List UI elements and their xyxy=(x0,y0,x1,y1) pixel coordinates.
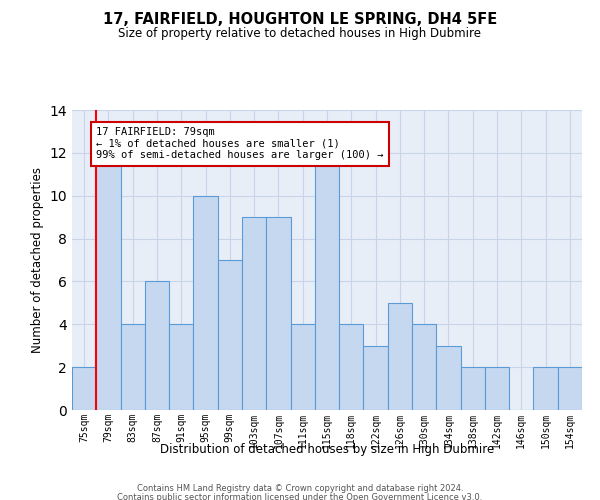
Bar xyxy=(485,367,509,410)
Bar xyxy=(364,346,388,410)
Bar xyxy=(388,303,412,410)
Bar xyxy=(436,346,461,410)
Bar xyxy=(72,367,96,410)
Bar xyxy=(412,324,436,410)
Bar xyxy=(193,196,218,410)
Bar xyxy=(339,324,364,410)
Bar xyxy=(290,324,315,410)
Y-axis label: Number of detached properties: Number of detached properties xyxy=(31,167,44,353)
Text: Distribution of detached houses by size in High Dubmire: Distribution of detached houses by size … xyxy=(160,442,494,456)
Bar xyxy=(461,367,485,410)
Bar xyxy=(558,367,582,410)
Bar xyxy=(266,217,290,410)
Bar xyxy=(145,282,169,410)
Bar xyxy=(533,367,558,410)
Bar xyxy=(121,324,145,410)
Text: Size of property relative to detached houses in High Dubmire: Size of property relative to detached ho… xyxy=(119,28,482,40)
Text: 17, FAIRFIELD, HOUGHTON LE SPRING, DH4 5FE: 17, FAIRFIELD, HOUGHTON LE SPRING, DH4 5… xyxy=(103,12,497,28)
Bar xyxy=(242,217,266,410)
Bar xyxy=(218,260,242,410)
Bar xyxy=(169,324,193,410)
Text: Contains HM Land Registry data © Crown copyright and database right 2024.: Contains HM Land Registry data © Crown c… xyxy=(137,484,463,493)
Text: Contains public sector information licensed under the Open Government Licence v3: Contains public sector information licen… xyxy=(118,493,482,500)
Text: 17 FAIRFIELD: 79sqm
← 1% of detached houses are smaller (1)
99% of semi-detached: 17 FAIRFIELD: 79sqm ← 1% of detached hou… xyxy=(96,127,384,160)
Bar xyxy=(96,153,121,410)
Bar xyxy=(315,153,339,410)
